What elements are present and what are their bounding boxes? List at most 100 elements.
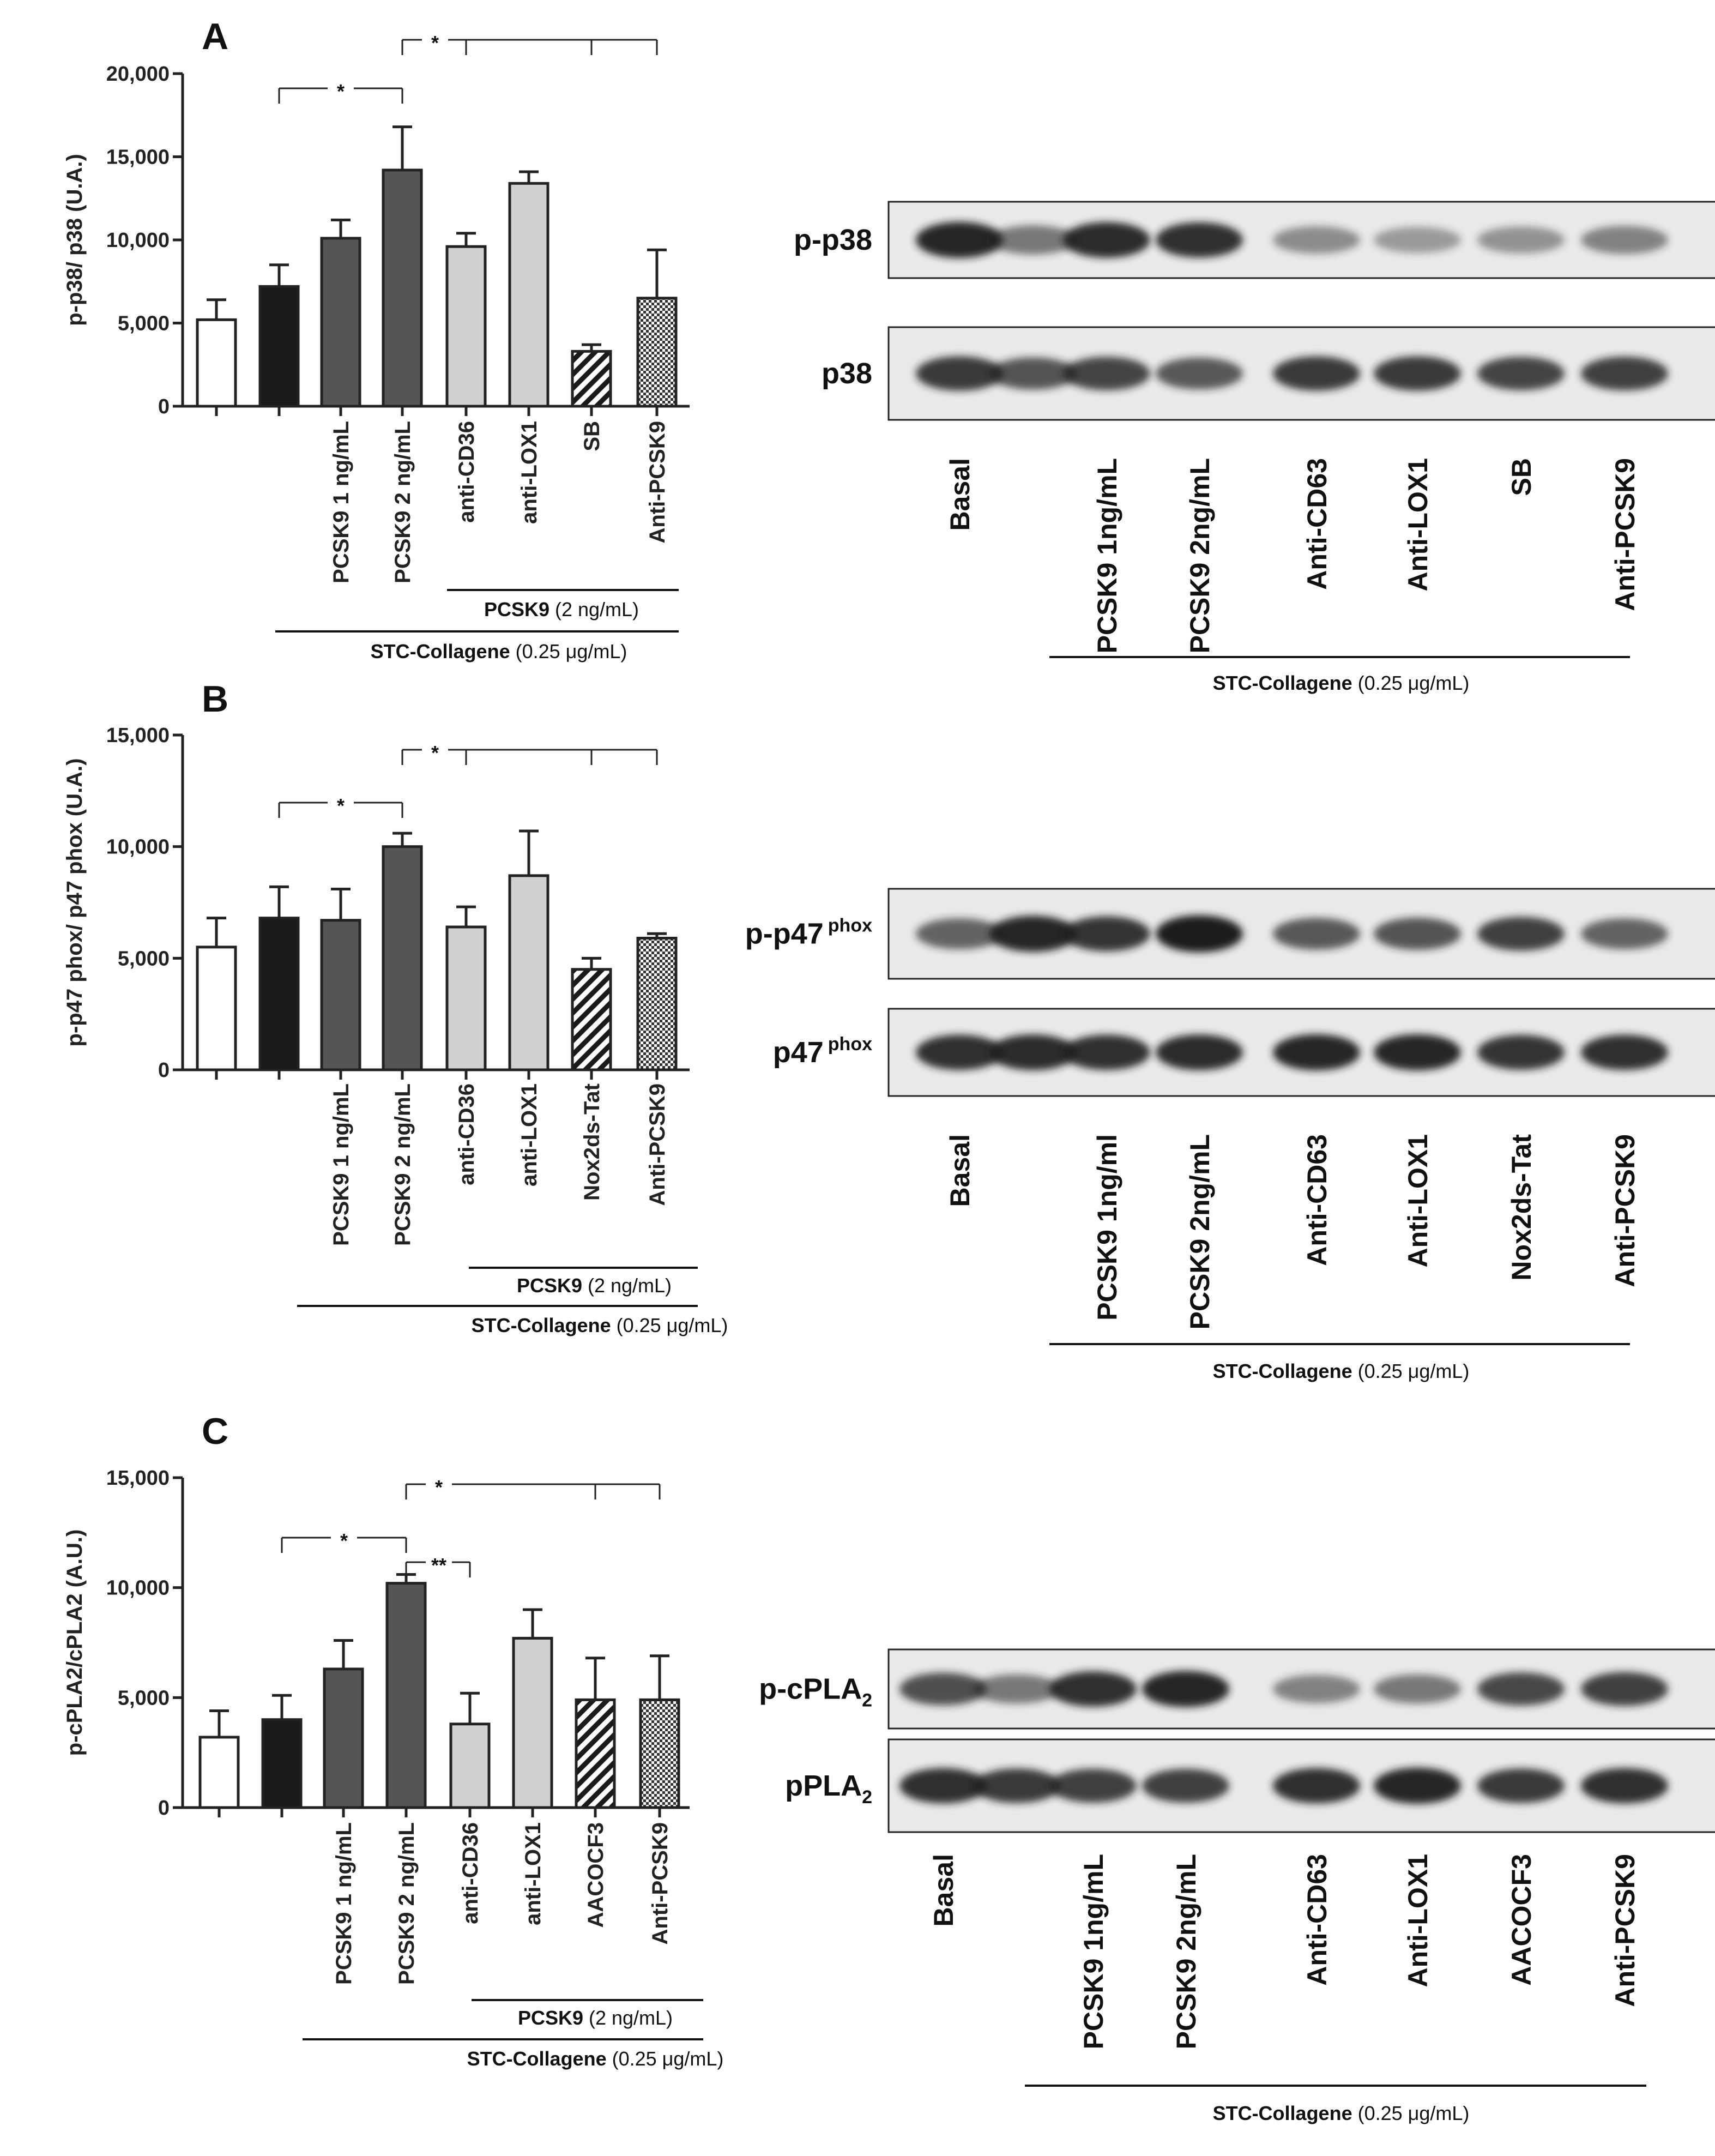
group-label-bold: STC-Collagene: [1213, 1360, 1352, 1382]
y-tick-label: 0: [158, 395, 170, 418]
significance-mask: [426, 1552, 452, 1572]
western-blot-a: p-p38 p38 Basal PCSK9 1ng/mL PCSK9 2ng/mL Ant…: [794, 201, 1715, 694]
lane-label: Anti-LOX1: [1403, 458, 1433, 591]
significance-mask: [422, 740, 448, 760]
y-tick-label: 15,000: [106, 1467, 170, 1490]
y-tick-label: 5,000: [118, 312, 170, 335]
significance-mask: [328, 793, 354, 812]
blot-band: [1156, 915, 1243, 953]
blot-band: [916, 221, 1003, 258]
significance-mask: [426, 1474, 452, 1494]
bar: [196, 945, 237, 1071]
blot-row-label: p47 phox: [773, 1034, 872, 1069]
blot-band: [1063, 1034, 1150, 1070]
group-label: STC-Collagene (0.25 μg/mL): [467, 2047, 724, 2070]
category-label: anti-LOX1: [517, 421, 541, 524]
group-label-rest: (0.25 μg/mL): [1352, 2102, 1470, 2124]
group-label: STC-Collagene (0.25 μg/mL): [371, 640, 627, 663]
significance-star: *: [431, 742, 439, 764]
lane-label: Anti-PCSK9: [1610, 1854, 1640, 2007]
blot-band: [899, 1672, 987, 1706]
significance-star: *: [337, 80, 345, 103]
bar: [196, 318, 237, 408]
blot-band: [1273, 1675, 1360, 1703]
group-label-rest: (0.25 μg/mL): [510, 640, 627, 663]
category-label: anti-LOX1: [517, 1083, 541, 1187]
bar: [449, 1723, 491, 1809]
bar: [639, 1698, 680, 1809]
category-label: PCSK9 2 ng/mL: [391, 1083, 415, 1246]
bar-chart-b: B 0 5,000 10,000 15,000 p-p47 phox/ p47 phox …: [63, 678, 728, 1336]
bar: [323, 1667, 364, 1809]
blot-row-label-subscript: 2: [862, 1690, 872, 1711]
lane-label: Anti-LOX1: [1403, 1854, 1433, 1987]
blot-band: [1273, 226, 1360, 254]
blot-band: [899, 1768, 987, 1804]
blot-band: [1477, 1672, 1565, 1706]
blot-row-label-main: p-cPLA: [759, 1673, 862, 1706]
blot-band: [916, 1034, 1003, 1070]
bar: [508, 182, 549, 408]
lane-label: Anti-PCSK9: [1610, 458, 1640, 611]
lane-label: SB: [1506, 458, 1537, 496]
significance-star: *: [337, 794, 345, 817]
category-label: PCSK9 1 ng/mL: [332, 1822, 356, 1985]
blot-row: p-p47 phox: [745, 888, 1715, 980]
group-label-rest: (2 ng/mL): [549, 598, 639, 621]
blot-row-label-main: pPLA: [785, 1769, 862, 1802]
blot-band: [1156, 357, 1243, 390]
lane-label: Anti-LOX1: [1403, 1134, 1433, 1267]
blot-band: [1477, 357, 1565, 390]
blot-row: p47 phox: [773, 1008, 1715, 1097]
blot-band: [1374, 1034, 1461, 1071]
blot-row-label-superscript: phox: [828, 1034, 872, 1055]
significance-star: *: [435, 1476, 443, 1498]
category-label: AACOCF3: [584, 1822, 608, 1928]
lane-label: PCSK9 2ng/mL: [1171, 1854, 1201, 2049]
category-label: PCSK9 2 ng/mL: [395, 1822, 419, 1985]
blot-band: [1477, 226, 1565, 254]
group-label: STC-Collagene (0.25 μg/mL): [472, 1314, 728, 1336]
y-tick-label: 5,000: [118, 947, 170, 970]
significance-star: **: [431, 1554, 446, 1576]
blot-band: [1142, 1768, 1229, 1803]
significance-mask: [328, 79, 354, 98]
category-label: anti-CD36: [455, 421, 479, 523]
blot-row: p-cPLA2: [759, 1648, 1715, 1730]
group-label: STC-Collagene (0.25 μg/mL): [1213, 672, 1470, 694]
panel-letter: C: [202, 1411, 228, 1452]
bar: [382, 845, 423, 1071]
lane-label: PCSK9 1ng/mL: [1092, 458, 1122, 653]
category-label: PCSK9 1 ng/mL: [329, 421, 353, 583]
y-tick-label: 0: [158, 1797, 170, 1820]
category-label: Anti-PCSK9: [648, 1822, 672, 1944]
lane-label: Basal: [945, 458, 975, 531]
lane-label: Nox2ds-Tat: [1506, 1134, 1537, 1281]
significance-star: *: [340, 1529, 348, 1552]
blot-band: [1581, 1672, 1668, 1706]
group-label-bold: STC-Collagene: [371, 640, 510, 663]
bar: [445, 925, 487, 1071]
blot-band: [916, 918, 1003, 949]
lane-label: Anti-CD63: [1302, 1134, 1332, 1266]
blot-band: [1273, 1768, 1360, 1804]
bar: [512, 1636, 553, 1809]
bar: [320, 919, 361, 1071]
y-tick-label: 10,000: [106, 836, 170, 859]
blot-band: [1477, 917, 1565, 951]
blot-band: [1156, 1034, 1243, 1070]
bar-chart-a: A 0 5,000 10,000 15,000 20,000 p-p38/ p38 (U.A…: [63, 16, 690, 663]
category-label: anti-LOX1: [521, 1822, 545, 1925]
bar: [575, 1698, 616, 1809]
lane-label: Anti-PCSK9: [1610, 1134, 1640, 1287]
group-label-rest: (0.25 μg/mL): [1352, 1360, 1470, 1382]
group-label-rest: (0.25 μg/mL): [607, 2047, 724, 2070]
group-label-bold: PCSK9: [518, 2007, 583, 2029]
panel-letter: A: [202, 16, 228, 57]
group-label-rest: (2 ng/mL): [583, 2007, 673, 2029]
blot-band: [989, 225, 1077, 255]
blot-row-label-subscript: 2: [862, 1787, 872, 1808]
blot-band: [1063, 222, 1150, 258]
group-label-bold: STC-Collagene: [467, 2047, 607, 2070]
y-tick-label: 0: [158, 1059, 170, 1082]
